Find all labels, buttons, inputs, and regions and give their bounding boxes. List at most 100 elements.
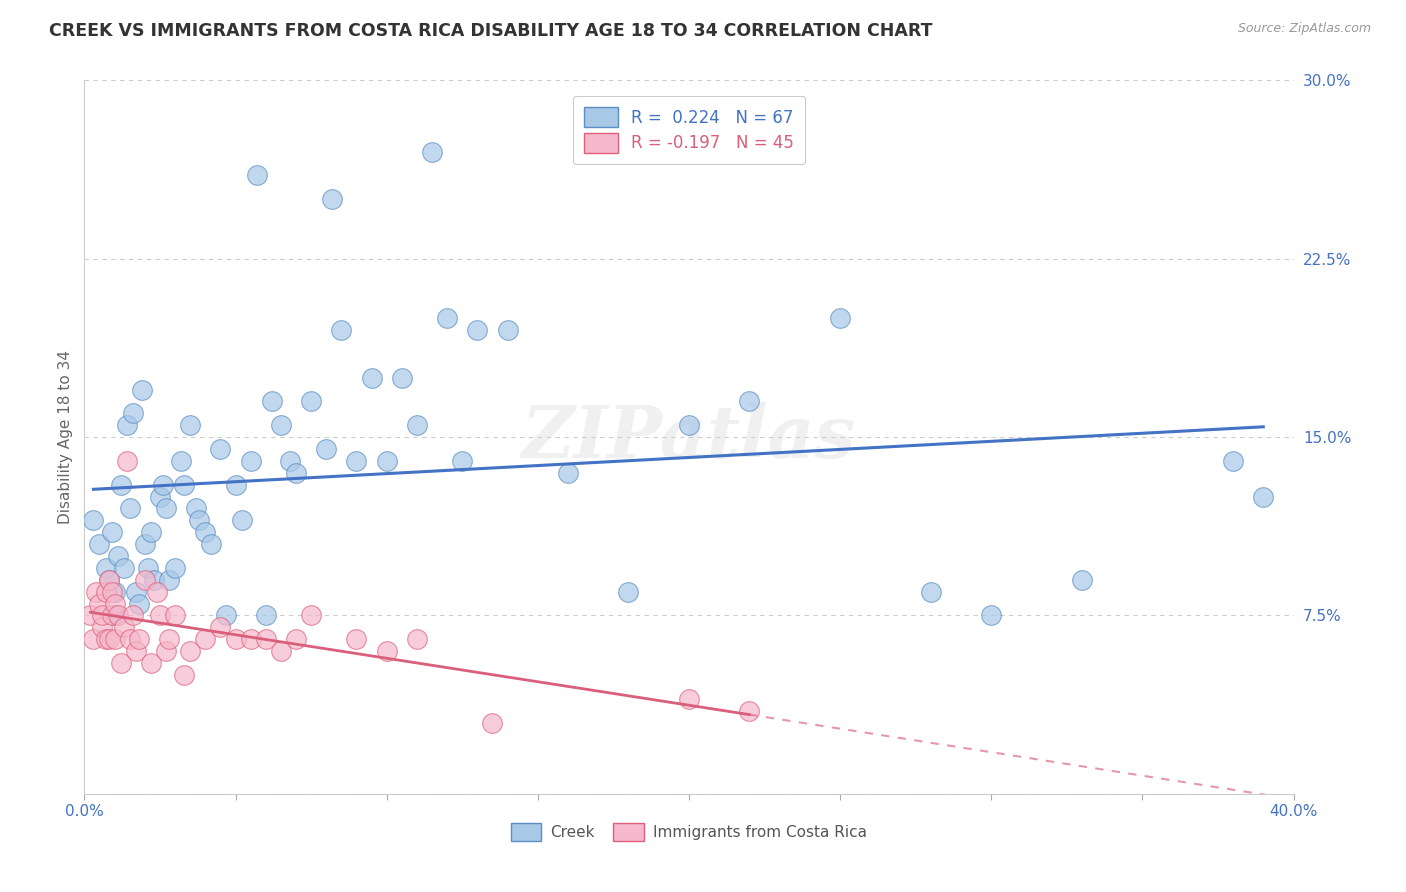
Point [225,477,247,491]
Point [980,608,1002,623]
Point [155,501,177,516]
Point [285,466,308,480]
Point [1222,454,1244,468]
Text: Source: ZipAtlas.com: Source: ZipAtlas.com [1237,22,1371,36]
Text: CREEK VS IMMIGRANTS FROM COSTA RICA DISABILITY AGE 18 TO 34 CORRELATION CHART: CREEK VS IMMIGRANTS FROM COSTA RICA DISA… [49,22,932,40]
Point [278,454,301,468]
Point [173,477,195,491]
Point [239,454,262,468]
Point [179,644,201,658]
Point [112,561,135,575]
Point [557,466,579,480]
Point [157,632,180,647]
Point [194,632,217,647]
Point [260,394,283,409]
Point [104,597,127,611]
Point [110,656,132,670]
Point [94,584,117,599]
Point [1253,490,1275,504]
Point [209,620,232,634]
Point [128,632,150,647]
Point [146,584,169,599]
Point [617,584,640,599]
Point [89,597,111,611]
Point [134,573,156,587]
Point [270,644,292,658]
Point [321,192,343,206]
Point [125,584,148,599]
Point [128,597,150,611]
Point [82,513,104,527]
Point [209,442,232,456]
Point [738,704,761,718]
Point [104,608,127,623]
Point [100,608,122,623]
Point [157,573,180,587]
Text: ZIPatlas: ZIPatlas [522,401,856,473]
Point [104,632,127,647]
Point [136,561,159,575]
Point [131,383,153,397]
Point [107,608,129,623]
Point [360,370,382,384]
Point [97,632,120,647]
Legend: Creek, Immigrants from Costa Rica: Creek, Immigrants from Costa Rica [505,817,873,847]
Point [375,644,398,658]
Point [246,169,269,183]
Point [436,311,458,326]
Point [346,454,368,468]
Point [254,608,277,623]
Point [139,525,162,540]
Point [121,406,143,420]
Point [94,561,117,575]
Point [467,323,489,337]
Point [186,501,208,516]
Point [104,584,127,599]
Point [115,454,138,468]
Point [97,573,120,587]
Point [270,418,292,433]
Point [149,608,172,623]
Point [110,477,132,491]
Point [121,608,143,623]
Point [391,370,413,384]
Point [225,632,247,647]
Point [299,394,322,409]
Point [200,537,222,551]
Point [239,632,262,647]
Point [89,537,111,551]
Point [170,454,193,468]
Point [82,632,104,647]
Point [481,715,503,730]
Point [118,501,141,516]
Point [125,644,148,658]
Point [100,584,122,599]
Point [118,632,141,647]
Point [79,608,101,623]
Point [173,668,195,682]
Point [451,454,474,468]
Point [315,442,337,456]
Point [142,573,165,587]
Point [179,418,201,433]
Point [330,323,353,337]
Point [149,490,172,504]
Point [94,632,117,647]
Point [86,584,108,599]
Point [188,513,211,527]
Y-axis label: Disability Age 18 to 34: Disability Age 18 to 34 [58,350,73,524]
Point [830,311,852,326]
Point [678,418,700,433]
Point [91,620,114,634]
Point [107,549,129,563]
Point [678,691,700,706]
Point [346,632,368,647]
Point [215,608,238,623]
Point [139,656,162,670]
Point [134,537,156,551]
Point [97,573,120,587]
Point [112,620,135,634]
Point [194,525,217,540]
Point [165,561,187,575]
Point [152,477,174,491]
